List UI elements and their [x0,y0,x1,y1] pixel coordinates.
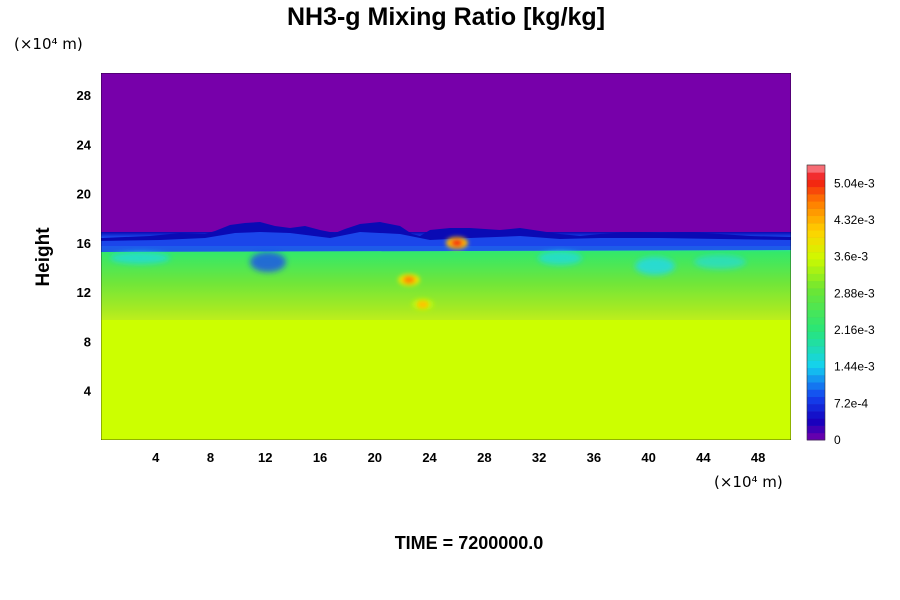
x-tick-label: 8 [207,450,214,465]
x-tick-label: 20 [368,450,382,465]
x-unit-label: (×10⁴ m) [714,473,783,491]
colorbar-swatch [807,411,825,419]
turbulent-lobe [635,257,675,275]
colorbar-swatch [807,367,825,376]
hotspot-core [416,300,429,309]
colorbar-swatch [807,208,825,217]
y-tick-label: 24 [77,137,92,152]
x-tick-label: 28 [477,450,491,465]
colorbar-swatch [807,324,825,332]
colorbar-swatch [807,251,825,260]
lower-region [101,320,791,440]
colorbar-swatch [807,360,825,369]
y-tick-label: 8 [84,334,91,349]
y-unit-label: (×10⁴ m) [14,35,83,53]
colorbar-tick-label: 2.88e-3 [834,286,875,300]
y-axis-ticks: 4 8 12 16 20 24 28 [77,88,92,399]
x-tick-label: 4 [152,450,160,465]
colorbar-swatch [807,432,825,441]
x-tick-label: 36 [587,450,601,465]
colorbar-swatch [807,389,825,397]
colorbar-swatch [807,425,825,434]
x-tick-label: 12 [258,450,272,465]
hotspot-core [403,275,416,284]
turbulent-lobe [538,251,582,265]
x-tick-label: 48 [751,450,765,465]
colorbar-tick-label: 3.6e-3 [834,250,868,264]
plot-area [101,73,791,440]
colorbar-tick-label: 1.44e-3 [834,360,875,374]
y-tick-label: 12 [77,285,91,300]
colorbar-tick-label: 5.04e-3 [834,176,875,190]
colorbar-swatch [807,215,825,224]
colorbar-tick-label: 0 [834,433,841,447]
y-tick-label: 20 [77,187,91,202]
x-tick-label: 32 [532,450,546,465]
colorbar-swatch [807,288,825,296]
x-tick-label: 44 [696,450,711,465]
colorbar-swatch [807,382,825,390]
turbulent-lobe [694,255,746,269]
hotspot-core [450,238,463,247]
colorbar-swatch [807,186,825,195]
y-axis-label: Height [33,227,54,287]
colorbar-tick-label: 4.32e-3 [834,213,875,227]
colorbar-swatch [807,396,825,405]
turbulent-lobe [250,252,286,272]
y-tick-label: 28 [77,88,91,103]
colorbar-swatch [807,259,825,267]
turbulent-lobe [110,252,170,264]
colorbar-swatch [807,201,825,209]
colorbar-swatch [807,244,825,253]
colorbar-swatch [807,403,825,412]
colorbar-swatch [807,273,825,282]
y-tick-label: 16 [77,236,91,251]
colorbar-swatch [807,193,825,202]
colorbar-swatch [807,237,825,246]
colorbar-swatch [807,302,825,311]
colorbar-swatch [807,179,825,188]
colorbar-swatch [807,222,825,231]
x-tick-label: 24 [422,450,437,465]
colorbar-swatch [807,338,825,347]
y-tick-label: 4 [84,384,92,399]
upper-region [101,73,791,258]
colorbar-swatch [807,230,825,238]
colorbar-swatch [807,331,825,340]
colorbar-tick-label: 2.16e-3 [834,323,875,337]
colorbar-frame [806,164,826,441]
interface-blue-band [101,232,791,252]
colorbar-tick-label: 7.2e-4 [834,396,868,410]
colorbar-swatch [807,172,825,180]
x-tick-label: 40 [641,450,655,465]
hotspot-group [398,236,468,311]
x-axis-ticks: 4 8 12 16 20 24 28 32 36 40 44 48 [152,450,765,465]
colorbar-swatch [807,345,825,354]
colorbar-swatch [807,374,825,383]
colorbar-swatch [807,418,825,426]
colorbar [806,164,826,441]
colorbar-swatch [807,165,825,173]
chart-title: NH3-g Mixing Ratio [kg/kg] [287,3,605,31]
colorbar-swatch [807,295,825,303]
colorbar-ticks: 0 7.2e-4 1.44e-3 2.16e-3 2.88e-3 3.6e-3 4.32e-… [834,176,875,447]
colorbar-swatch [807,353,825,361]
x-tick-label: 16 [313,450,327,465]
colorbar-swatch [807,266,825,274]
colorbar-swatch [807,316,825,325]
colorbar-swatch [807,280,825,289]
time-label: TIME = 7200000.0 [395,533,544,553]
colorbar-swatch [807,309,825,318]
